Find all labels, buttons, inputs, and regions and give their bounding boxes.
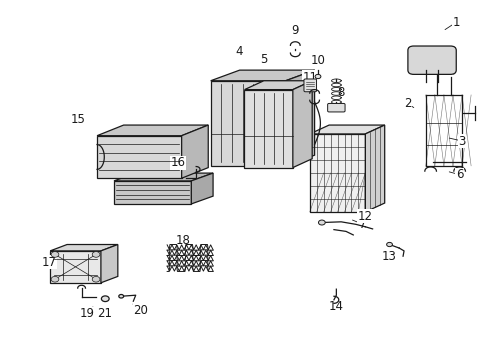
Circle shape xyxy=(51,276,59,282)
Polygon shape xyxy=(50,251,101,283)
Polygon shape xyxy=(114,181,191,204)
Text: 17: 17 xyxy=(41,256,56,269)
Text: 6: 6 xyxy=(455,168,463,181)
Polygon shape xyxy=(114,173,213,181)
Text: 10: 10 xyxy=(310,54,325,67)
Circle shape xyxy=(318,220,325,225)
Polygon shape xyxy=(50,244,118,251)
Text: 18: 18 xyxy=(175,234,190,247)
Polygon shape xyxy=(97,136,181,178)
Text: 20: 20 xyxy=(133,304,148,317)
Polygon shape xyxy=(365,125,384,212)
Text: 15: 15 xyxy=(70,113,85,126)
Text: 19: 19 xyxy=(80,307,95,320)
Polygon shape xyxy=(97,125,208,136)
FancyBboxPatch shape xyxy=(407,46,455,75)
Polygon shape xyxy=(309,134,365,212)
Polygon shape xyxy=(244,90,292,168)
Circle shape xyxy=(51,252,59,257)
Circle shape xyxy=(119,294,123,298)
Text: 9: 9 xyxy=(290,24,298,37)
Circle shape xyxy=(386,242,392,247)
Circle shape xyxy=(101,296,109,302)
Text: 4: 4 xyxy=(234,45,242,58)
Circle shape xyxy=(314,75,320,78)
Text: 3: 3 xyxy=(457,135,465,148)
Text: 21: 21 xyxy=(97,307,112,320)
Text: 13: 13 xyxy=(381,250,396,263)
FancyBboxPatch shape xyxy=(327,103,345,112)
Polygon shape xyxy=(210,81,285,166)
Polygon shape xyxy=(285,70,314,166)
Polygon shape xyxy=(292,81,311,168)
Polygon shape xyxy=(181,125,208,178)
Circle shape xyxy=(92,252,100,257)
Text: 8: 8 xyxy=(337,86,344,99)
Text: 12: 12 xyxy=(357,210,372,222)
FancyBboxPatch shape xyxy=(304,79,316,92)
Text: 7: 7 xyxy=(359,218,366,231)
Polygon shape xyxy=(309,125,384,134)
Text: 1: 1 xyxy=(451,16,459,29)
Text: 14: 14 xyxy=(328,300,343,314)
Text: 2: 2 xyxy=(403,97,411,110)
Circle shape xyxy=(92,276,100,282)
Text: 5: 5 xyxy=(260,53,267,66)
Polygon shape xyxy=(244,81,311,90)
Polygon shape xyxy=(210,70,314,81)
Polygon shape xyxy=(101,244,118,283)
Text: 11: 11 xyxy=(302,71,317,84)
Polygon shape xyxy=(191,173,213,204)
Text: 16: 16 xyxy=(170,157,185,170)
